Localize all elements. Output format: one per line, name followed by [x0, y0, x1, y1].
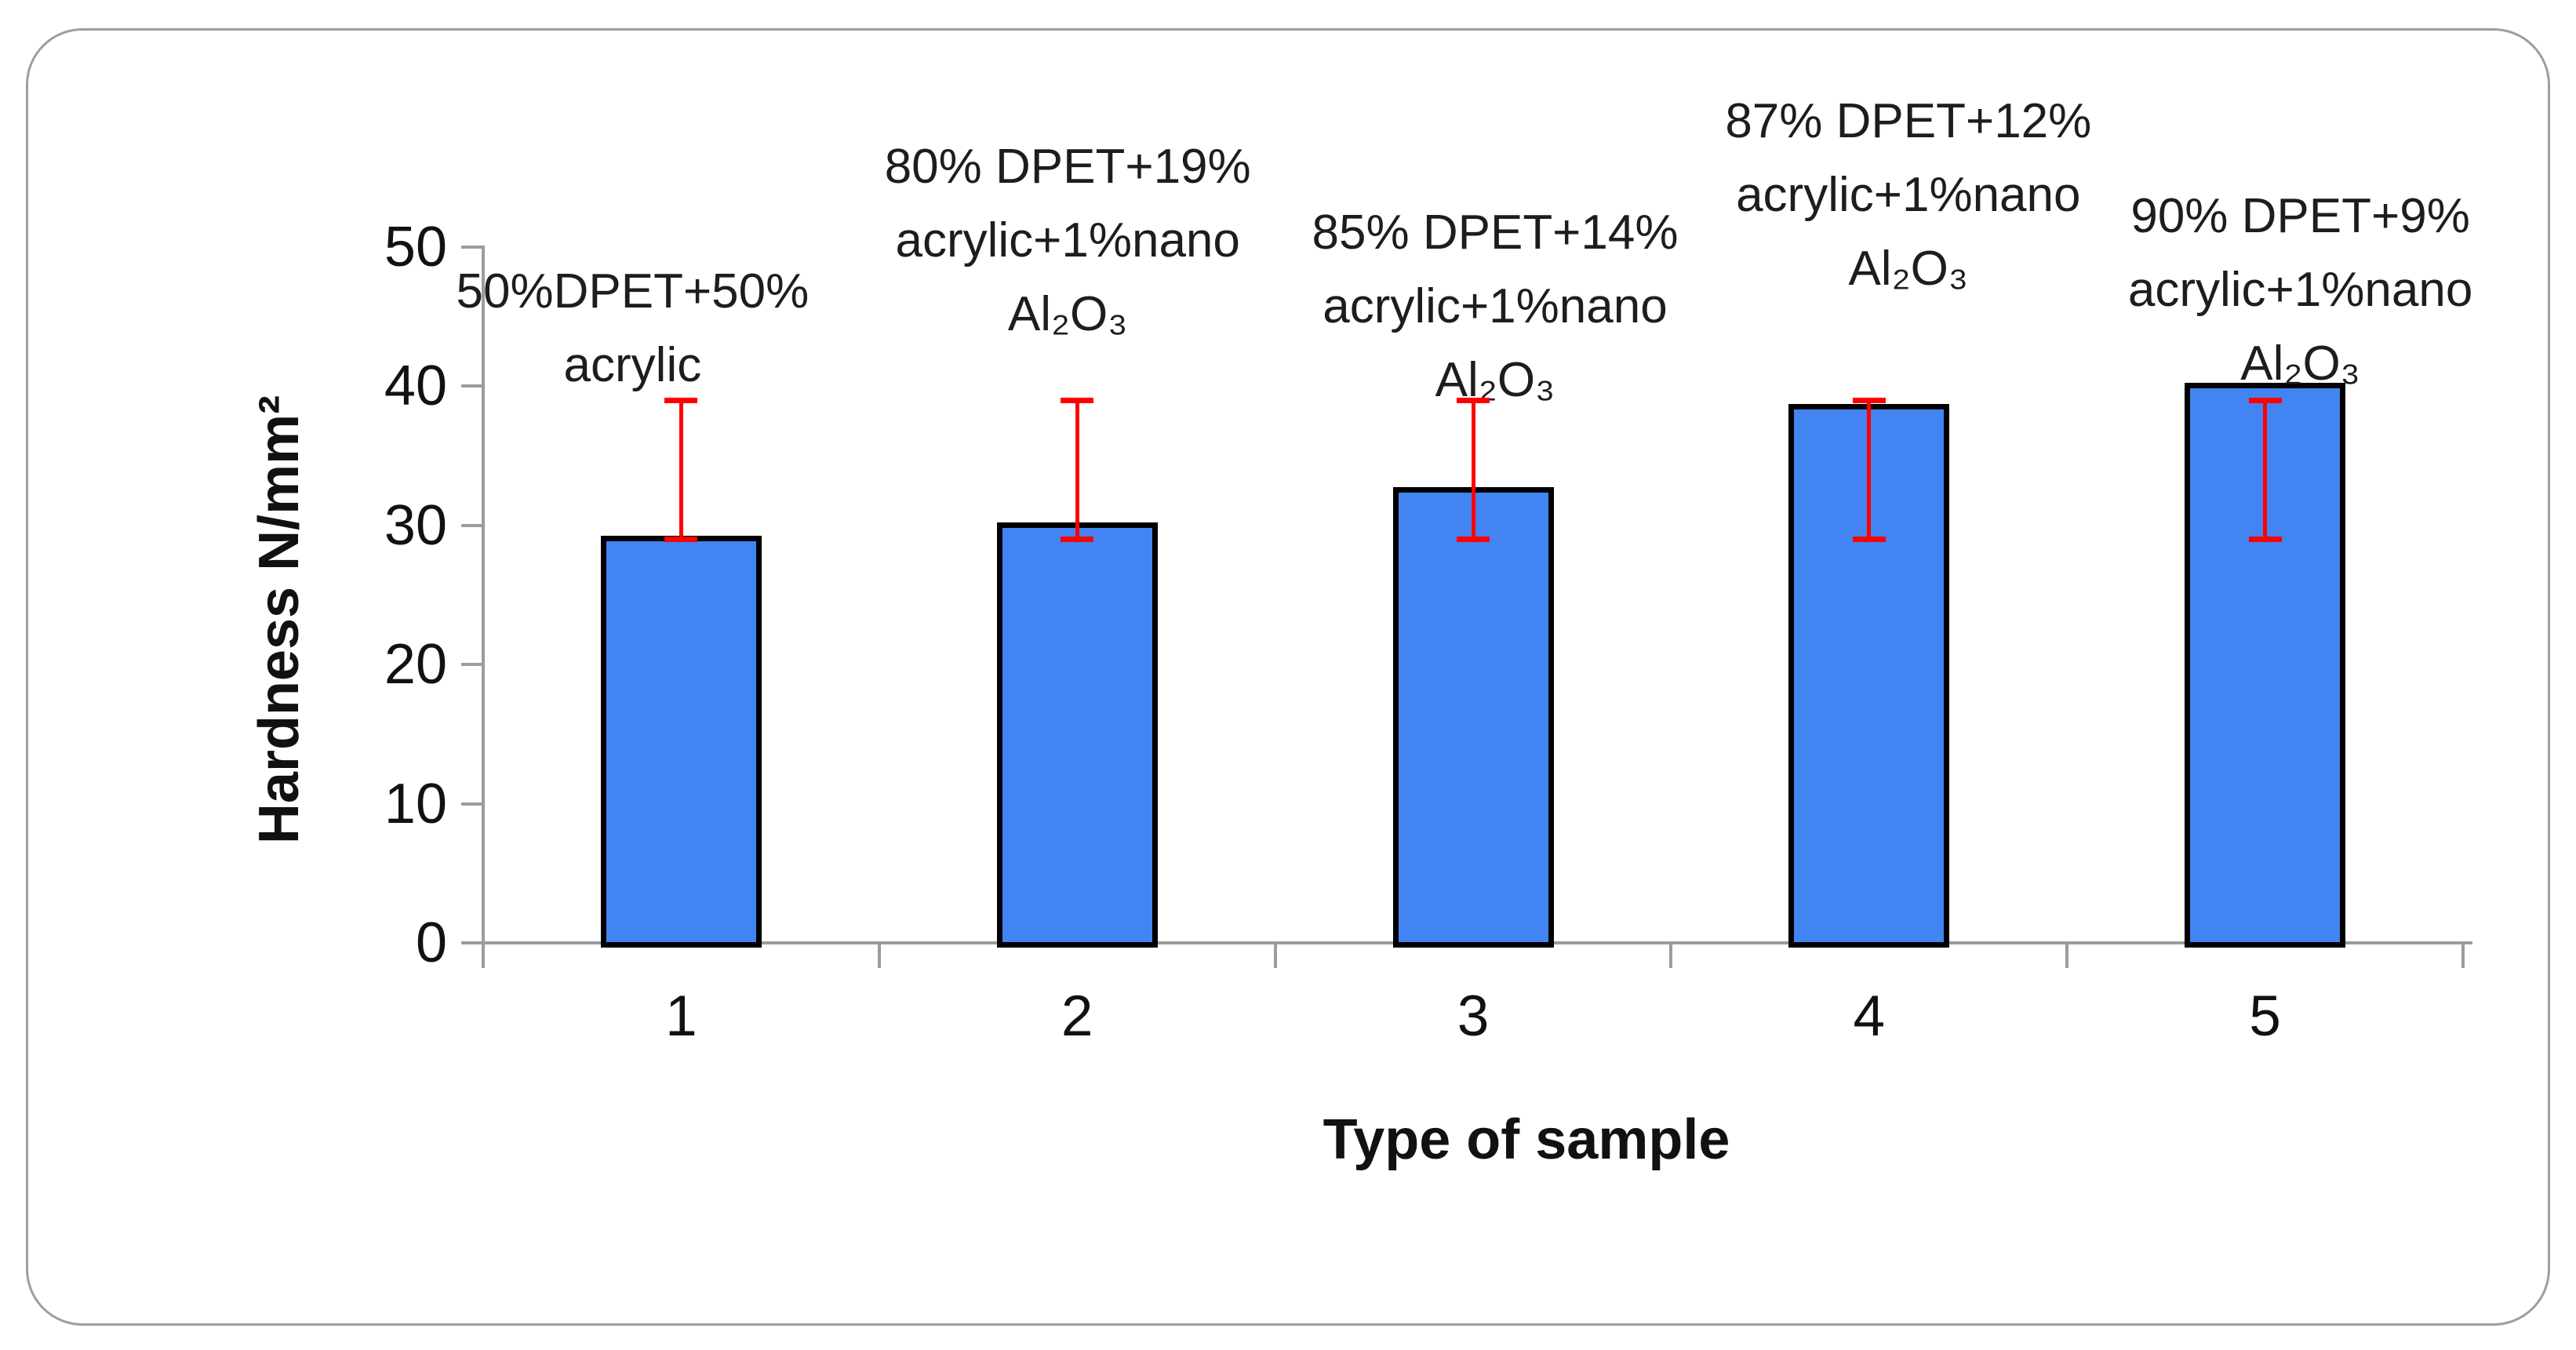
- error-bar-cap-top: [1457, 397, 1490, 403]
- bar-annotation-line: Al₂O₃: [1435, 353, 1555, 407]
- bar-annotation-line: acrylic+1%nano: [1323, 279, 1668, 333]
- x-tick: [877, 943, 881, 968]
- y-tick: [461, 523, 483, 527]
- error-bar-line: [1075, 399, 1079, 540]
- bar-annotation: 80% DPET+19% acrylic+1%nano Al₂O₃: [824, 130, 1311, 351]
- bar: [996, 522, 1158, 948]
- error-bar-cap-bottom: [1852, 537, 1886, 543]
- bar-annotation-line: 85% DPET+14%: [1312, 206, 1679, 260]
- bar-annotation-line: acrylic+1%nano: [1736, 168, 2081, 222]
- y-tick-label: 0: [415, 912, 447, 974]
- bar-annotation: 85% DPET+14% acrylic+1%nano Al₂O₃: [1252, 196, 1738, 417]
- x-tick: [1669, 943, 1673, 968]
- bar-annotation: 50%DPET+50% acrylic: [389, 255, 875, 402]
- bar-annotation-line: Al₂O₃: [2240, 337, 2360, 391]
- x-tick: [2461, 943, 2465, 968]
- error-bar-cap-bottom: [1457, 537, 1490, 543]
- y-tick: [461, 802, 483, 806]
- bar-annotation: 87% DPET+12% acrylic+1%nano Al₂O₃: [1665, 85, 2152, 306]
- bar-annotation-line: acrylic+1%nano: [2127, 263, 2473, 317]
- error-bar-cap-top: [664, 397, 698, 403]
- bar: [1392, 487, 1554, 948]
- bar-annotation-line: 90% DPET+9%: [2130, 189, 2470, 243]
- y-tick-label: 40: [384, 355, 447, 417]
- chart-frame-border: [26, 28, 2550, 1326]
- bar-annotation-line: 80% DPET+19%: [884, 140, 1251, 194]
- y-tick: [461, 384, 483, 388]
- error-bar-cap-bottom: [664, 537, 698, 543]
- y-tick: [461, 663, 483, 666]
- error-bar-line: [1867, 399, 1872, 540]
- y-tick: [461, 245, 483, 249]
- y-tick-label: 50: [384, 215, 447, 278]
- y-tick-label: 10: [384, 772, 447, 835]
- x-category-label: 1: [665, 984, 697, 1048]
- error-bar-cap-top: [1852, 397, 1886, 403]
- error-bar-cap-bottom: [2248, 537, 2282, 543]
- x-tick: [482, 943, 485, 968]
- error-bar-cap-top: [2248, 397, 2282, 403]
- bar-annotation-line: Al₂O₃: [1848, 242, 1969, 296]
- x-category-label: 2: [1061, 984, 1093, 1048]
- bar-annotation-line: acrylic+1%nano: [895, 213, 1240, 267]
- bar-annotation: 90% DPET+9% acrylic+1%nano Al₂O₃: [2058, 180, 2544, 401]
- y-tick: [461, 941, 483, 944]
- x-category-label: 4: [1853, 984, 1886, 1048]
- error-bar-line: [679, 399, 683, 540]
- error-bar-line: [2263, 399, 2268, 540]
- error-bar-cap-top: [1061, 397, 1094, 403]
- bar: [600, 536, 762, 948]
- y-axis-line: [482, 245, 485, 954]
- bar-annotation-line: 50%DPET+50%: [456, 264, 810, 318]
- bar-annotation-line: Al₂O₃: [1007, 287, 1128, 341]
- x-category-label: 5: [2249, 984, 2281, 1048]
- error-bar-line: [1471, 399, 1475, 540]
- x-axis-title: Type of sample: [1323, 1108, 1730, 1171]
- x-tick: [2065, 943, 2069, 968]
- x-tick: [1273, 943, 1277, 968]
- bar-annotation-line: 87% DPET+12%: [1725, 94, 2092, 148]
- error-bar-cap-bottom: [1061, 537, 1094, 543]
- y-tick-label: 20: [384, 633, 447, 696]
- x-category-label: 3: [1457, 984, 1490, 1048]
- bar-annotation-line: acrylic: [563, 338, 702, 392]
- y-tick-label: 30: [384, 493, 447, 557]
